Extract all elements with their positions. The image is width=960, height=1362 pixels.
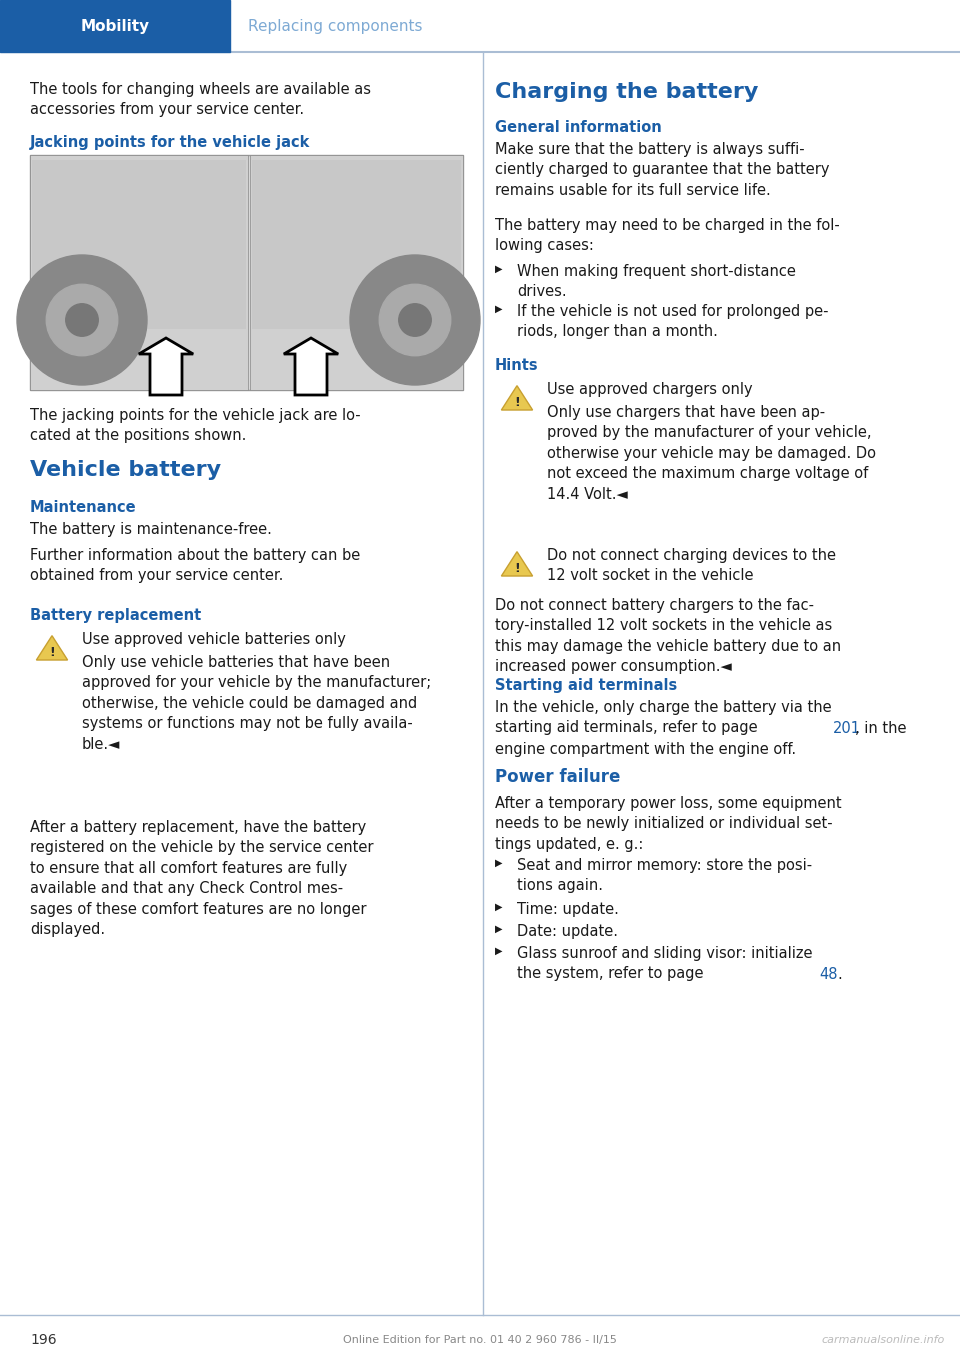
Circle shape [398, 304, 431, 336]
Text: After a battery replacement, have the battery
registered on the vehicle by the s: After a battery replacement, have the ba… [30, 820, 373, 937]
Text: ▶: ▶ [495, 264, 502, 274]
Text: !: ! [515, 561, 520, 575]
Polygon shape [36, 636, 67, 661]
Text: ▶: ▶ [495, 902, 502, 913]
Text: Hints: Hints [495, 358, 539, 373]
Text: .: . [837, 967, 842, 982]
Text: carmanualsonline.info: carmanualsonline.info [822, 1335, 945, 1346]
Text: Glass sunroof and sliding visor: initialize
the system, refer to page: Glass sunroof and sliding visor: initial… [517, 947, 812, 982]
Text: ▶: ▶ [495, 947, 502, 956]
Text: The tools for changing wheels are available as
accessories from your service cen: The tools for changing wheels are availa… [30, 82, 371, 117]
Text: Further information about the battery can be
obtained from your service center.: Further information about the battery ca… [30, 548, 360, 583]
Text: Online Edition for Part no. 01 40 2 960 786 - II/15: Online Edition for Part no. 01 40 2 960 … [343, 1335, 617, 1346]
Text: Vehicle battery: Vehicle battery [30, 460, 221, 479]
Text: ▶: ▶ [495, 858, 502, 868]
Bar [155, 345, 177, 355]
Bar [250, 155, 463, 390]
Polygon shape [501, 552, 533, 576]
Polygon shape [501, 385, 533, 410]
Text: Maintenance: Maintenance [30, 500, 136, 515]
Circle shape [17, 255, 147, 385]
Circle shape [379, 285, 451, 355]
Text: !: ! [515, 395, 520, 409]
Text: 196: 196 [30, 1333, 57, 1347]
Text: Seat and mirror memory: store the posi-
tions again.: Seat and mirror memory: store the posi- … [517, 858, 812, 893]
Text: Use approved vehicle batteries only: Use approved vehicle batteries only [82, 632, 346, 647]
Text: Use approved chargers only: Use approved chargers only [547, 381, 753, 396]
Circle shape [350, 255, 480, 385]
Bar [300, 345, 322, 355]
Text: engine compartment with the engine off.: engine compartment with the engine off. [495, 742, 796, 757]
Text: Date: update.: Date: update. [517, 923, 618, 938]
Bar [252, 159, 461, 330]
Text: Jacking points for the vehicle jack: Jacking points for the vehicle jack [30, 135, 310, 150]
Text: If the vehicle is not used for prolonged pe-
riods, longer than a month.: If the vehicle is not used for prolonged… [517, 304, 828, 339]
Circle shape [46, 285, 118, 355]
Text: 201: 201 [833, 720, 861, 735]
Bar [30, 155, 248, 390]
Text: Mobility: Mobility [81, 19, 150, 34]
Text: When making frequent short-distance
drives.: When making frequent short-distance driv… [517, 264, 796, 300]
Text: Battery replacement: Battery replacement [30, 607, 202, 622]
Text: The battery may need to be charged in the fol-
lowing cases:: The battery may need to be charged in th… [495, 218, 840, 253]
Text: Do not connect battery chargers to the fac-
tory-installed 12 volt sockets in th: Do not connect battery chargers to the f… [495, 598, 841, 674]
Text: After a temporary power loss, some equipment
needs to be newly initialized or in: After a temporary power loss, some equip… [495, 795, 842, 851]
Text: !: ! [49, 646, 55, 659]
Text: ▶: ▶ [495, 923, 502, 934]
Text: , in the: , in the [855, 720, 906, 735]
Text: Time: update.: Time: update. [517, 902, 619, 917]
Text: Only use vehicle batteries that have been
approved for your vehicle by the manuf: Only use vehicle batteries that have bee… [82, 655, 431, 752]
Bar [32, 159, 246, 330]
Text: General information: General information [495, 120, 661, 135]
Text: 48: 48 [819, 967, 837, 982]
Text: ▶: ▶ [495, 304, 502, 315]
Text: Replacing components: Replacing components [248, 19, 422, 34]
Text: Charging the battery: Charging the battery [495, 82, 758, 102]
Text: The jacking points for the vehicle jack are lo-
cated at the positions shown.: The jacking points for the vehicle jack … [30, 409, 361, 444]
Text: Starting aid terminals: Starting aid terminals [495, 678, 677, 693]
Bar [0, 0, 230, 52]
Text: Only use chargers that have been ap-
proved by the manufacturer of your vehicle,: Only use chargers that have been ap- pro… [547, 405, 876, 501]
Polygon shape [284, 338, 338, 395]
Bar [30, 155, 463, 390]
Text: The battery is maintenance-free.: The battery is maintenance-free. [30, 522, 272, 537]
Circle shape [65, 304, 98, 336]
Text: Do not connect charging devices to the
12 volt socket in the vehicle: Do not connect charging devices to the 1… [547, 548, 836, 583]
Polygon shape [139, 338, 193, 395]
Text: Power failure: Power failure [495, 768, 620, 786]
Text: In the vehicle, only charge the battery via the
starting aid terminals, refer to: In the vehicle, only charge the battery … [495, 700, 831, 735]
Text: Make sure that the battery is always suffi-
ciently charged to guarantee that th: Make sure that the battery is always suf… [495, 142, 829, 197]
